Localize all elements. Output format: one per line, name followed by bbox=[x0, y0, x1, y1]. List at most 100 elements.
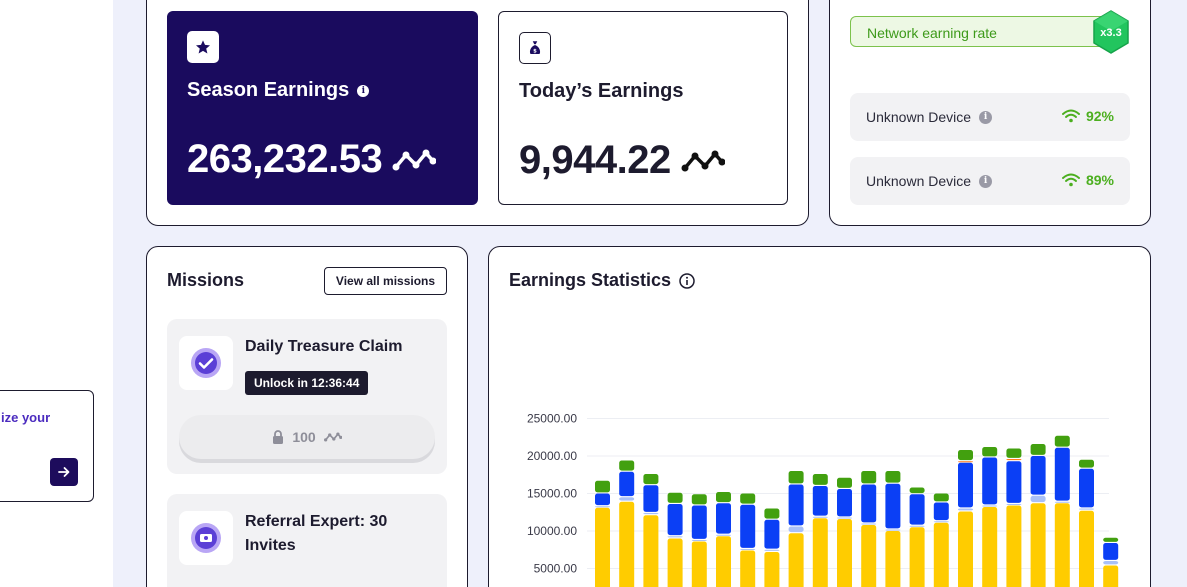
bar-segment-yellow[interactable] bbox=[861, 525, 877, 587]
bar-segment-yellow[interactable] bbox=[716, 536, 731, 587]
bar-segment-green[interactable] bbox=[764, 508, 780, 519]
bar-segment-lightblue[interactable] bbox=[1103, 561, 1119, 565]
info-icon[interactable] bbox=[679, 272, 695, 289]
bar-segment-yellow[interactable] bbox=[1054, 503, 1070, 587]
bar-segment-blue[interactable] bbox=[885, 483, 901, 529]
bar-segment-yellow[interactable] bbox=[1030, 503, 1046, 587]
info-icon[interactable]: i bbox=[357, 84, 370, 97]
bar-segment-blue[interactable] bbox=[740, 504, 756, 548]
bar-segment-blue[interactable] bbox=[1103, 543, 1119, 560]
bar-segment-blue[interactable] bbox=[643, 485, 659, 512]
bar-segment-green[interactable] bbox=[643, 474, 659, 485]
bar-segment-orange[interactable] bbox=[958, 461, 973, 463]
bar-segment-lightblue[interactable] bbox=[788, 526, 804, 533]
bar-segment-lightblue[interactable] bbox=[764, 549, 780, 551]
device-row[interactable]: Unknown Device i 92% bbox=[850, 93, 1130, 141]
bar-segment-lightblue[interactable] bbox=[1054, 501, 1070, 503]
bar-segment-yellow[interactable] bbox=[595, 507, 610, 587]
bar-segment-green[interactable] bbox=[1054, 435, 1070, 447]
bar-segment-green[interactable] bbox=[691, 494, 707, 505]
season-earnings-amount: 263,232.53 bbox=[187, 137, 383, 181]
view-all-missions-button[interactable]: View all missions bbox=[324, 267, 447, 295]
bar-segment-orange[interactable] bbox=[1006, 459, 1022, 461]
bar-segment-blue[interactable] bbox=[716, 503, 731, 534]
bar-segment-yellow[interactable] bbox=[643, 515, 659, 587]
bar-segment-blue[interactable] bbox=[861, 484, 877, 523]
bar-segment-green[interactable] bbox=[885, 471, 901, 483]
bar-segment-lightblue[interactable] bbox=[861, 523, 877, 525]
bar-segment-lightblue[interactable] bbox=[885, 529, 901, 531]
bar-segment-green[interactable] bbox=[1006, 448, 1022, 458]
bar-segment-green[interactable] bbox=[982, 447, 998, 457]
bar-segment-lightblue[interactable] bbox=[812, 516, 828, 518]
bar-segment-lightblue[interactable] bbox=[1006, 504, 1022, 506]
bar-segment-lightblue[interactable] bbox=[691, 540, 707, 542]
bar-segment-lightblue[interactable] bbox=[643, 513, 659, 515]
bar-segment-yellow[interactable] bbox=[837, 519, 852, 587]
bar-segment-blue[interactable] bbox=[837, 489, 852, 517]
bar-segment-blue[interactable] bbox=[909, 494, 925, 525]
bar-segment-green[interactable] bbox=[619, 460, 635, 471]
bar-segment-lightblue[interactable] bbox=[740, 549, 756, 551]
bar-segment-green[interactable] bbox=[1030, 444, 1046, 455]
bar-segment-blue[interactable] bbox=[788, 484, 804, 526]
bar-segment-yellow[interactable] bbox=[1006, 505, 1022, 587]
promo-arrow-button[interactable] bbox=[50, 458, 78, 486]
bar-segment-green[interactable] bbox=[716, 492, 731, 503]
bar-segment-green[interactable] bbox=[909, 487, 925, 494]
bar-segment-yellow[interactable] bbox=[1079, 510, 1094, 587]
bar-segment-green[interactable] bbox=[740, 493, 756, 504]
bar-segment-yellow[interactable] bbox=[982, 507, 998, 587]
bar-segment-yellow[interactable] bbox=[764, 552, 780, 587]
bar-segment-yellow[interactable] bbox=[1103, 565, 1119, 587]
bar-segment-yellow[interactable] bbox=[909, 527, 925, 587]
bar-segment-green[interactable] bbox=[788, 471, 804, 484]
bar-segment-yellow[interactable] bbox=[740, 550, 756, 587]
bar-segment-green[interactable] bbox=[1079, 459, 1094, 468]
bar-segment-green[interactable] bbox=[861, 471, 877, 484]
bar-segment-blue[interactable] bbox=[1054, 447, 1070, 501]
bar-segment-lightblue[interactable] bbox=[958, 508, 973, 511]
bar-segment-blue[interactable] bbox=[667, 504, 683, 536]
bar-segment-yellow[interactable] bbox=[667, 538, 683, 587]
bar-segment-lightblue[interactable] bbox=[1030, 495, 1046, 503]
bar-segment-blue[interactable] bbox=[595, 493, 610, 506]
bar-segment-lightblue[interactable] bbox=[933, 521, 949, 523]
bar-segment-blue[interactable] bbox=[933, 502, 949, 521]
bar-segment-green[interactable] bbox=[1103, 537, 1119, 542]
bar-segment-blue[interactable] bbox=[812, 486, 828, 516]
bar-segment-yellow[interactable] bbox=[812, 518, 828, 587]
bar-segment-lightblue[interactable] bbox=[1079, 508, 1094, 510]
bar-segment-yellow[interactable] bbox=[788, 533, 804, 587]
bar-segment-blue[interactable] bbox=[958, 462, 973, 508]
bar-segment-yellow[interactable] bbox=[933, 522, 949, 587]
bar-segment-yellow[interactable] bbox=[958, 511, 973, 587]
device-row[interactable]: Unknown Device i 89% bbox=[850, 157, 1130, 205]
bar-segment-lightblue[interactable] bbox=[909, 525, 925, 527]
bar-segment-blue[interactable] bbox=[691, 505, 707, 539]
bar-segment-green[interactable] bbox=[958, 450, 973, 461]
bar-segment-green[interactable] bbox=[667, 492, 683, 503]
bar-segment-lightblue[interactable] bbox=[667, 536, 683, 538]
bar-segment-green[interactable] bbox=[595, 480, 610, 493]
bar-segment-lightblue[interactable] bbox=[716, 534, 731, 536]
bar-segment-blue[interactable] bbox=[1006, 461, 1022, 503]
bar-segment-lightblue[interactable] bbox=[619, 497, 635, 501]
bar-segment-green[interactable] bbox=[837, 477, 852, 488]
claim-button[interactable]: 100 bbox=[179, 415, 435, 459]
bar-segment-blue[interactable] bbox=[619, 471, 635, 497]
bar-segment-green[interactable] bbox=[933, 493, 949, 502]
bar-segment-lightblue[interactable] bbox=[837, 517, 852, 519]
bar-segment-yellow[interactable] bbox=[885, 531, 901, 587]
bar-segment-lightblue[interactable] bbox=[595, 506, 610, 508]
info-icon[interactable]: i bbox=[979, 174, 993, 188]
bar-segment-blue[interactable] bbox=[1030, 456, 1046, 495]
bar-segment-blue[interactable] bbox=[982, 457, 998, 505]
bar-segment-yellow[interactable] bbox=[619, 501, 635, 587]
bar-segment-lightblue[interactable] bbox=[982, 505, 998, 507]
bar-segment-blue[interactable] bbox=[764, 519, 780, 549]
bar-segment-blue[interactable] bbox=[1079, 468, 1094, 508]
info-icon[interactable]: i bbox=[979, 110, 993, 124]
bar-segment-yellow[interactable] bbox=[691, 541, 707, 587]
bar-segment-green[interactable] bbox=[812, 474, 828, 485]
